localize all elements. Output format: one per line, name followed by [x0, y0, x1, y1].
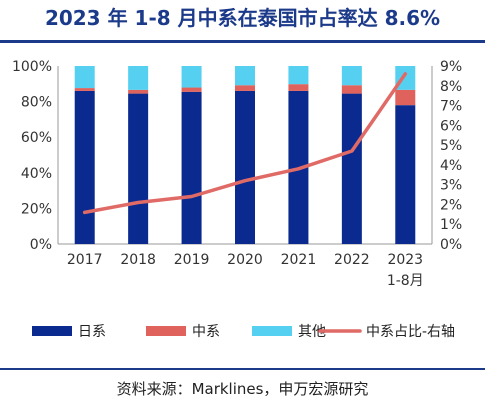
source-divider [0, 368, 485, 370]
bar-china [74, 88, 95, 91]
left-axis-tick-label: 60% [21, 130, 52, 146]
bar-china [341, 85, 362, 94]
right-axis-tick-label: 9% [440, 59, 462, 75]
right-axis-tick-label: 5% [440, 138, 462, 154]
x-axis-tick-label: 2021 [281, 252, 317, 268]
x-axis-tick-label: 2023 [387, 252, 423, 268]
left-axis-tick-label: 100% [12, 59, 52, 75]
legend-china-label: 中系 [192, 324, 220, 340]
bar-other [288, 66, 309, 85]
right-axis-tick-label: 1% [440, 217, 462, 233]
source-note: 资料来源：Marklines，申万宏源研究 [116, 380, 369, 398]
line-china-share [82, 72, 408, 215]
legend-japan-swatch [32, 326, 72, 336]
bar-other [74, 66, 95, 89]
bar-china [235, 85, 255, 91]
bar-japan [235, 90, 255, 244]
bar-other [235, 66, 255, 86]
right-axis-tick-label: 6% [440, 118, 462, 134]
chart-title: 2023 年 1-8 月中系在泰国市占率达 8.6% [44, 6, 441, 30]
legend-other-label: 其他 [298, 324, 326, 340]
bar-japan [74, 90, 95, 244]
left-axis-tick-label: 80% [21, 95, 52, 111]
right-axis-tick-label: 2% [440, 197, 462, 213]
bar-japan [341, 93, 362, 244]
x-axis-tick-label: 2017 [67, 252, 103, 268]
x-axis-tick-label: 2022 [334, 252, 370, 268]
right-axis-tick-label: 4% [440, 158, 462, 174]
right-axis-tick-label: 8% [440, 79, 462, 95]
bar-japan [181, 91, 202, 244]
right-axis-tick-label: 3% [440, 178, 462, 194]
bar-japan [395, 105, 416, 244]
bar-other [181, 66, 202, 88]
bar-china [288, 84, 309, 91]
bar-china [395, 89, 416, 106]
title-divider [0, 40, 485, 43]
bar-other [341, 66, 362, 86]
x-axis-tick-label: 1-8月 [387, 273, 424, 289]
right-axis-tick-label: 7% [440, 99, 462, 115]
chart-area: 0% 20% 40% 60% 80% 100% 0% 1% 2% 3% 4% 5% 6% 7% 8% 9% 20… [12, 59, 462, 340]
left-axis-tick-label: 0% [30, 237, 52, 253]
bar-china [128, 89, 149, 94]
x-axis-tick-label: 2018 [120, 252, 156, 268]
left-axis-tick-label: 40% [21, 166, 52, 182]
legend-other-swatch [252, 326, 292, 336]
bar-china [181, 87, 202, 92]
left-axis-tick-label: 20% [21, 201, 52, 217]
x-axis-tick-label: 2019 [174, 252, 210, 268]
legend-japan-label: 日系 [78, 324, 106, 340]
legend-china-share-label: 中系占比-右轴 [366, 324, 455, 340]
x-axis-tick-label: 2020 [227, 252, 263, 268]
right-axis-tick-label: 0% [440, 237, 462, 253]
bar-other [128, 66, 149, 90]
legend-china-swatch [146, 326, 186, 336]
bar-japan [128, 93, 149, 244]
